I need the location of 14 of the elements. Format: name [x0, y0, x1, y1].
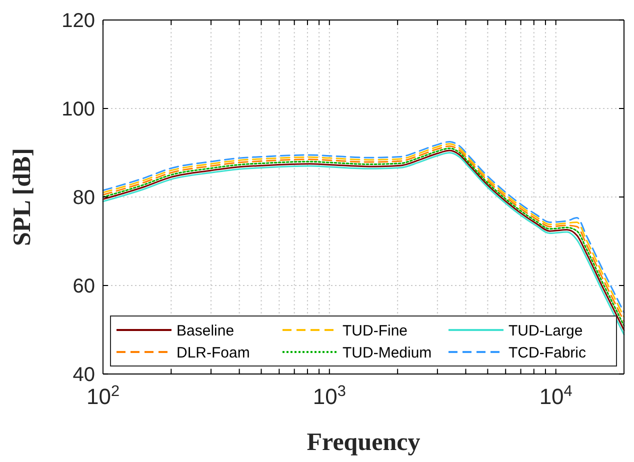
- legend-label: DLR-Foam: [176, 344, 250, 362]
- legend-label: TCD-Fabric: [508, 344, 586, 362]
- y-tick-label: 80: [72, 187, 95, 209]
- x-axis-title: Frequency: [306, 429, 421, 456]
- legend-label: TUD-Large: [508, 322, 583, 340]
- y-tick-label: 100: [62, 98, 95, 120]
- y-tick-label: 60: [72, 276, 95, 298]
- y-axis-title: SPL [dB]: [9, 148, 36, 246]
- x-tick-label: 10$^{3}$: [312, 382, 346, 409]
- legend-label: TUD-Fine: [342, 322, 408, 340]
- legend-label: TUD-Medium: [342, 344, 432, 362]
- legend-label: Baseline: [176, 322, 234, 340]
- y-tick-label: 120: [62, 10, 95, 32]
- x-tick-label: 10$^{4}$: [539, 382, 573, 409]
